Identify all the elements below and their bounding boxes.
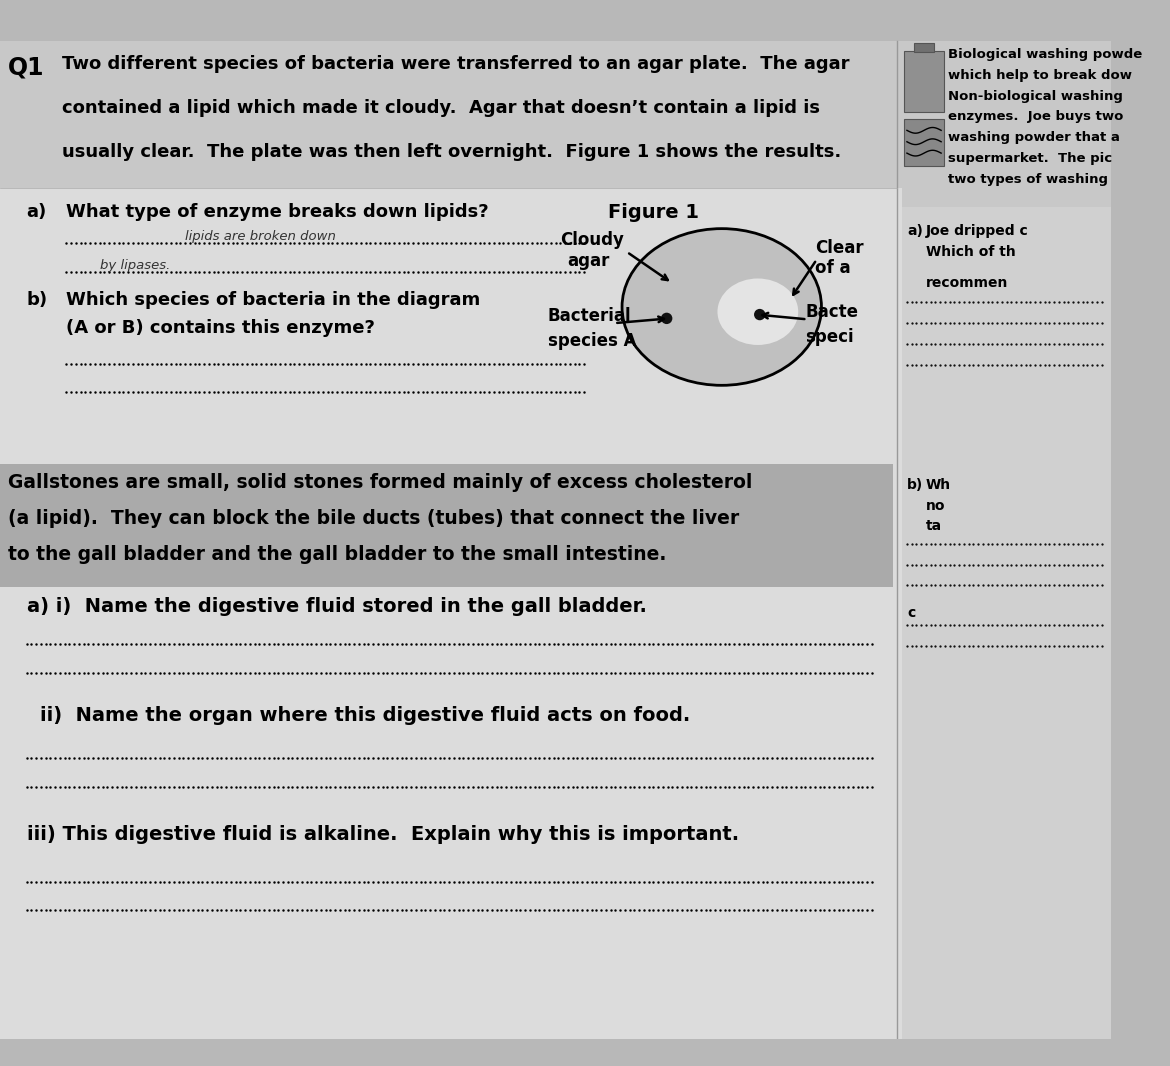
- Text: Clear: Clear: [814, 239, 863, 257]
- Bar: [0, 42, 902, 1039]
- Text: b): b): [27, 291, 48, 309]
- Text: a): a): [27, 203, 47, 221]
- Text: Biological washing powde: Biological washing powde: [948, 48, 1142, 61]
- Text: two types of washing: two types of washing: [948, 173, 1108, 187]
- Text: (a lipid).  They can block the bile ducts (tubes) that connect the liver: (a lipid). They can block the bile ducts…: [7, 510, 738, 529]
- Ellipse shape: [717, 278, 798, 345]
- Text: speci: speci: [805, 328, 854, 345]
- Text: usually clear.  The plate was then left overnight.  Figure 1 shows the results.: usually clear. The plate was then left o…: [62, 143, 841, 161]
- Text: recommen: recommen: [925, 276, 1009, 290]
- Bar: [902, 42, 1112, 1039]
- Bar: [904, 50, 944, 112]
- Ellipse shape: [622, 228, 821, 385]
- Text: supermarket.  The pic: supermarket. The pic: [948, 152, 1112, 165]
- Text: agar: agar: [567, 252, 610, 270]
- Text: Bacte: Bacte: [805, 303, 859, 321]
- Text: What type of enzyme breaks down lipids?: What type of enzyme breaks down lipids?: [67, 203, 489, 221]
- Text: Joe dripped c: Joe dripped c: [925, 224, 1028, 239]
- Bar: [0, 42, 902, 189]
- Text: c: c: [907, 607, 915, 620]
- Text: no: no: [925, 499, 945, 513]
- Text: Cloudy: Cloudy: [560, 231, 624, 249]
- Text: species A: species A: [548, 332, 636, 350]
- Text: ii)  Name the organ where this digestive fluid acts on food.: ii) Name the organ where this digestive …: [40, 706, 690, 725]
- Text: iii) This digestive fluid is alkaline.  Explain why this is important.: iii) This digestive fluid is alkaline. E…: [27, 824, 738, 843]
- Text: a) i)  Name the digestive fluid stored in the gall bladder.: a) i) Name the digestive fluid stored in…: [27, 597, 647, 616]
- Bar: [902, 42, 1112, 207]
- Text: by lipases.: by lipases.: [99, 259, 170, 272]
- Text: Bacterial: Bacterial: [548, 307, 632, 325]
- Bar: [0, 189, 902, 587]
- Bar: [0, 464, 893, 587]
- Circle shape: [753, 309, 765, 320]
- Text: Non-biological washing: Non-biological washing: [948, 90, 1123, 102]
- Text: washing powder that a: washing powder that a: [948, 131, 1120, 144]
- Text: Two different species of bacteria were transferred to an agar plate.  The agar: Two different species of bacteria were t…: [62, 55, 849, 74]
- Text: Gallstones are small, solid stones formed mainly of excess cholesterol: Gallstones are small, solid stones forme…: [7, 473, 752, 492]
- Text: (A or B) contains this enzyme?: (A or B) contains this enzyme?: [67, 320, 376, 337]
- Text: a): a): [907, 224, 923, 239]
- Bar: [0, 587, 902, 1039]
- Text: b): b): [907, 478, 923, 491]
- Text: Q1: Q1: [7, 55, 44, 79]
- Text: of a: of a: [814, 259, 851, 277]
- Bar: [904, 119, 944, 166]
- Bar: [914, 43, 935, 52]
- Text: Wh: Wh: [925, 478, 951, 491]
- Text: contained a lipid which made it cloudy.  Agar that doesn’t contain a lipid is: contained a lipid which made it cloudy. …: [62, 99, 820, 117]
- Text: which help to break dow: which help to break dow: [948, 68, 1131, 82]
- Text: to the gall bladder and the gall bladder to the small intestine.: to the gall bladder and the gall bladder…: [7, 546, 666, 564]
- Circle shape: [661, 312, 673, 324]
- Text: lipids are broken down: lipids are broken down: [185, 230, 336, 243]
- Text: enzymes.  Joe buys two: enzymes. Joe buys two: [948, 111, 1123, 124]
- Text: Figure 1: Figure 1: [607, 203, 698, 222]
- Text: ta: ta: [925, 519, 942, 533]
- Text: Which species of bacteria in the diagram: Which species of bacteria in the diagram: [67, 291, 481, 309]
- Text: Which of th: Which of th: [925, 245, 1016, 259]
